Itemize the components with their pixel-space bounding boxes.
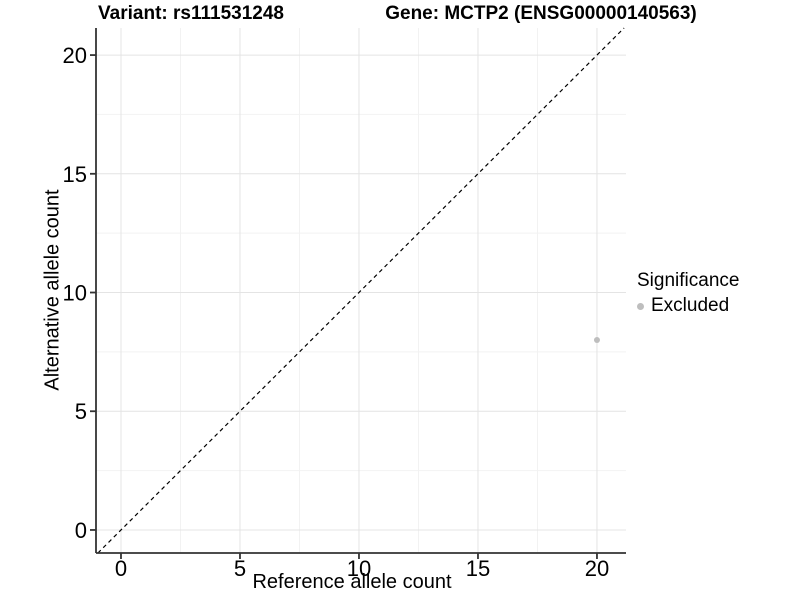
legend-item-label: Excluded [651,295,730,316]
y-axis-label: Alternative allele count [41,189,64,391]
x-tick-label: 20 [585,556,609,581]
x-tick-label: 5 [234,556,246,581]
x-tick-label: 10 [347,556,371,581]
x-tick-label: 0 [115,556,127,581]
legend-title: Significance [637,270,740,291]
grid-minor [96,28,626,553]
data-point-excluded [593,337,600,344]
data-points [593,337,600,344]
gene-title: Gene: MCTP2 (ENSG00000140563) [385,3,697,24]
identity-line [97,27,625,554]
y-tick-label: 10 [63,281,87,306]
axes [95,28,626,554]
y-tick-label: 0 [75,518,87,543]
y-tick-label: 15 [63,162,87,187]
tick-labels: 0 5 10 15 20 0 5 10 15 20 [63,43,610,581]
x-tick-label: 15 [466,556,490,581]
excluded-point-icon [637,302,644,310]
legend-item-excluded: Excluded [637,295,739,317]
grid-major [96,28,626,553]
y-tick-label: 20 [63,43,87,68]
y-tick-label: 5 [75,399,87,424]
x-axis-label: Reference allele count [252,571,452,593]
variant-title: Variant: rs111531248 [98,3,284,24]
tick-marks [90,54,598,559]
legend: Significance Excluded [637,270,739,317]
